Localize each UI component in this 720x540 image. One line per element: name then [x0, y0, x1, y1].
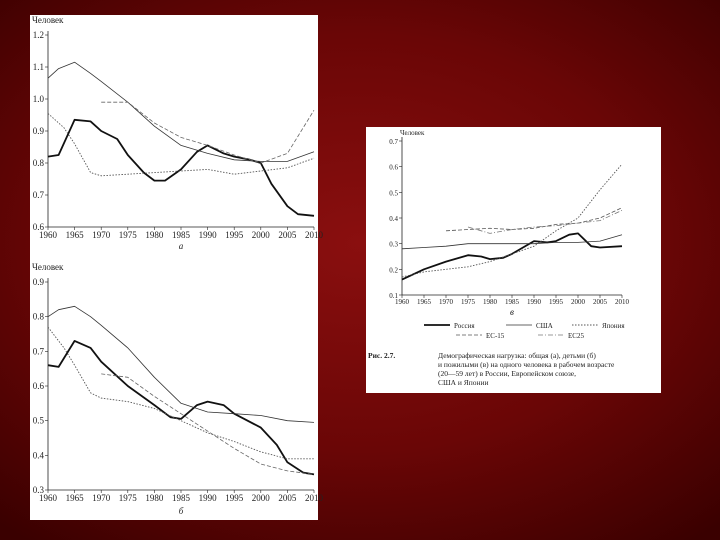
y-tick-label: 1.1: [33, 62, 44, 72]
y-tick-label: 0.5: [389, 189, 398, 197]
y-tick-label: 0.9: [33, 277, 45, 287]
y-tick-label: 0.6: [33, 222, 45, 232]
x-tick-label: 2010: [305, 493, 324, 503]
series-line-thick: [47, 340, 315, 476]
x-tick-label: 1965: [66, 493, 85, 503]
x-tick-label: 1975: [119, 230, 138, 240]
legend-label: США: [536, 322, 553, 330]
y-tick-label: 0.7: [389, 138, 398, 146]
x-tick-label: 2010: [615, 298, 630, 306]
x-tick-label: 2010: [305, 230, 324, 240]
chart-c-elderly-load: Человек 0.1 0.2 0.3 0.4 0.5 0.6 0.7 1960 1965 1970…: [389, 129, 630, 340]
y-tick-label: 1.2: [33, 30, 44, 40]
legend-label: ЕС-15: [486, 332, 505, 340]
x-tick-label: 1970: [92, 230, 111, 240]
x-tick-label: 1995: [225, 493, 244, 503]
y-tick-label: 0.5: [33, 416, 45, 426]
y-tick-label: 0.7: [33, 190, 45, 200]
series-line-thin: [47, 61, 315, 162]
x-tick-label: 1960: [395, 298, 410, 306]
chart-a-total-load: Человек 0.6 0.7 0.8 0.9 1.0 1.1 1.2 1960 1965 1970…: [32, 15, 324, 251]
x-tick-label: 1985: [505, 298, 520, 306]
y-tick-label: 0.9: [33, 126, 45, 136]
x-tick-label: 1990: [199, 230, 218, 240]
series-line-США: [401, 234, 623, 250]
series-line-Япония: [401, 163, 623, 278]
x-tick-label: 1970: [439, 298, 454, 306]
legend-label: Япония: [602, 322, 625, 330]
y-axis-label: Человек: [32, 262, 64, 272]
x-tick-label: 1980: [145, 493, 164, 503]
series-line-ЕС-15: [445, 207, 623, 232]
series-line-Россия: [401, 232, 623, 281]
x-tick-label: 1985: [172, 493, 191, 503]
x-tick-label: 1990: [527, 298, 542, 306]
x-tick-label: 1980: [145, 230, 164, 240]
right-figure-panel: Человек 0.1 0.2 0.3 0.4 0.5 0.6 0.7 1960 1965 1970…: [366, 127, 661, 393]
x-tick-label: 1975: [461, 298, 476, 306]
x-tick-label: 2000: [252, 230, 270, 240]
x-tick-label: 2005: [278, 493, 297, 503]
series-line-ЕС25: [467, 209, 623, 234]
x-tick-label: 2000: [252, 493, 270, 503]
x-tick-label: 1995: [549, 298, 564, 306]
caption-line: Демографическая нагрузка: общая (а), дет…: [438, 351, 596, 360]
legend-label: ЕС25: [568, 332, 584, 340]
y-tick-label: 0.3: [33, 485, 45, 495]
x-tick-label: 1980: [483, 298, 498, 306]
y-tick-label: 0.8: [33, 312, 45, 322]
y-tick-label: 0.3: [389, 241, 398, 249]
series-line-dashed: [101, 101, 315, 164]
left-figure-panel: Человек 0.6 0.7 0.8 0.9 1.0 1.1 1.2 1960 1965 1970…: [30, 15, 324, 520]
x-tick-label: 2005: [593, 298, 608, 306]
chart-subtitle: б: [179, 506, 184, 516]
y-axis-label: Человек: [32, 15, 64, 25]
x-tick-label: 1990: [199, 493, 218, 503]
chart-subtitle: в: [510, 307, 514, 317]
legend-label: Россия: [454, 322, 475, 330]
x-tick-label: 2005: [278, 230, 297, 240]
y-tick-label: 0.7: [33, 346, 45, 356]
x-tick-label: 1970: [92, 493, 111, 503]
series-line-dotted: [47, 326, 314, 460]
y-tick-label: 0.1: [389, 292, 398, 300]
y-tick-label: 0.6: [389, 164, 398, 172]
caption-line: (20—59 лет) в России, Европейском союзе,: [438, 369, 577, 378]
chart-subtitle: а: [179, 241, 184, 251]
x-tick-label: 1960: [39, 230, 58, 240]
caption-line: и пожилыми (в) на одного человека в рабо…: [438, 360, 615, 369]
y-axis-label: Человек: [400, 129, 425, 137]
x-tick-label: 1995: [225, 230, 244, 240]
x-tick-label: 2000: [571, 298, 586, 306]
x-tick-label: 1985: [172, 230, 191, 240]
y-tick-label: 1.0: [33, 94, 45, 104]
series-line-thick: [47, 118, 315, 217]
caption-line: США и Японии: [438, 378, 489, 387]
y-tick-label: 0.4: [33, 450, 45, 460]
y-tick-label: 0.2: [389, 266, 398, 274]
x-tick-label: 1965: [417, 298, 432, 306]
series-line-dotted: [47, 113, 315, 177]
y-tick-label: 0.4: [389, 215, 398, 223]
series-line-dashed: [101, 373, 315, 475]
series-line-thin: [47, 305, 315, 423]
x-tick-label: 1960: [39, 493, 58, 503]
y-tick-label: 0.8: [33, 158, 45, 168]
x-tick-label: 1965: [66, 230, 85, 240]
caption-label: Рис. 2.7.: [368, 351, 396, 360]
chart-b-child-load: Человек 0.3 0.4 0.5 0.6 0.7 0.8 0.9 1960 1965 1970…: [32, 262, 324, 516]
x-tick-label: 1975: [119, 493, 138, 503]
y-tick-label: 0.6: [33, 381, 45, 391]
